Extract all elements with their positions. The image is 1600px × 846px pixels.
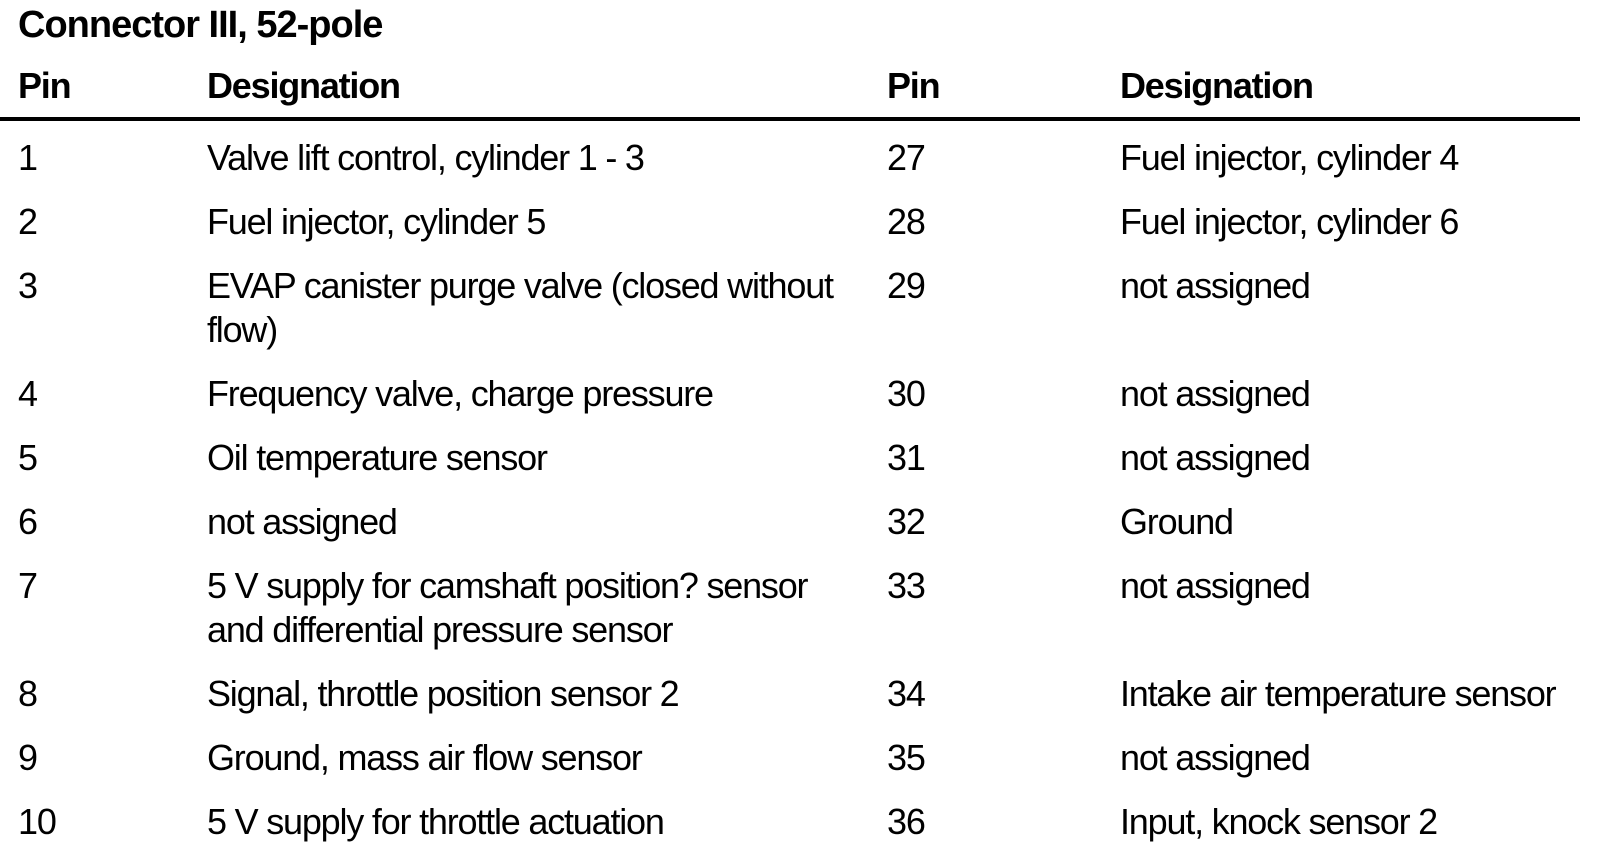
designation-cell-right: Intake air temperature sensor (1120, 673, 1557, 714)
table-row: 7 5 V supply for camshaft position? sens… (18, 564, 1588, 652)
pin-cell-right: 30 (887, 373, 926, 414)
designation-cell-right: Input, knock sensor 2 (1120, 801, 1438, 842)
table-row: 4 Frequency valve, charge pressure 30 no… (18, 372, 1588, 416)
table-row: 2 Fuel injector, cylinder 5 28 Fuel inje… (18, 200, 1588, 244)
table-row: 5 Oil temperature sensor 31 not assigned (18, 436, 1588, 480)
pin-cell-left: 8 (18, 673, 38, 714)
designation-cell-right: not assigned (1120, 565, 1311, 606)
pin-cell-right: 27 (887, 137, 926, 178)
pin-cell-left: 9 (18, 737, 38, 778)
designation-cell-right: Fuel injector, cylinder 6 (1120, 201, 1459, 242)
designation-cell-left: Oil temperature sensor (207, 437, 548, 478)
designation-cell-right: not assigned (1120, 373, 1311, 414)
pin-cell-left: 7 (18, 565, 38, 606)
designation-cell-right: Fuel injector, cylinder 4 (1120, 137, 1459, 178)
designation-cell-right: not assigned (1120, 437, 1311, 478)
designation-cell-left: EVAP canister purge valve (closed withou… (207, 265, 834, 350)
designation-cell-left: Frequency valve, charge pressure (207, 373, 714, 414)
pin-cell-left: 10 (18, 801, 57, 842)
designation-cell-left: Signal, throttle position sensor 2 (207, 673, 680, 714)
table-row: 3 EVAP canister purge valve (closed with… (18, 264, 1588, 352)
table-row: 8 Signal, throttle position sensor 2 34 … (18, 672, 1588, 716)
pin-table: 1 Valve lift control, cylinder 1 - 3 2 7 … (18, 136, 1588, 846)
designation-cell-left: Fuel injector, cylinder 5 (207, 201, 546, 242)
table-row: 6 not assigned 32 Ground (18, 500, 1588, 544)
pin-cell-right: 32 (887, 501, 926, 542)
pin-cell-left: 5 (18, 437, 38, 478)
header-pin-right: Pin (887, 65, 941, 106)
page-title: Connector III, 52-pole (18, 4, 383, 46)
header-designation-right: Designation (1120, 65, 1314, 106)
pin-cell-right: 33 (887, 565, 926, 606)
header-rule (0, 117, 1580, 121)
header-pin-left: Pin (18, 65, 72, 106)
pin-cell-right: 31 (887, 437, 926, 478)
pin-cell-right: 34 (887, 673, 926, 714)
pin-cell-right: 35 (887, 737, 926, 778)
designation-cell-left: 5 V supply for throttle actuation (207, 801, 665, 842)
pin-cell-left: 6 (18, 501, 38, 542)
designation-cell-right: Ground (1120, 501, 1234, 542)
header-designation-left: Designation (207, 65, 401, 106)
table-header-row: Pin Designation Pin Designation (18, 64, 1588, 108)
pin-cell-left: 2 (18, 201, 38, 242)
table-row: 10 5 V supply for throttle actuation 36 … (18, 800, 1588, 844)
designation-cell-left: not assigned (207, 501, 398, 542)
pin-cell-left: 3 (18, 265, 38, 306)
pin-cell-left: 4 (18, 373, 38, 414)
table-row: 9 Ground, mass air flow sensor 35 not as… (18, 736, 1588, 780)
pin-cell-right: 29 (887, 265, 926, 306)
designation-cell-left: Ground, mass air flow sensor (207, 737, 643, 778)
designation-cell-left: 5 V supply for camshaft position? sensor… (207, 565, 809, 650)
designation-cell-left: Valve lift control, cylinder 1 - 3 (207, 137, 645, 178)
designation-cell-right: not assigned (1120, 737, 1311, 778)
pin-cell-right: 28 (887, 201, 926, 242)
designation-cell-right: not assigned (1120, 265, 1311, 306)
pin-cell-left: 1 (18, 137, 38, 178)
pin-cell-right: 36 (887, 801, 926, 842)
table-row: 1 Valve lift control, cylinder 1 - 3 27 … (18, 136, 1588, 180)
